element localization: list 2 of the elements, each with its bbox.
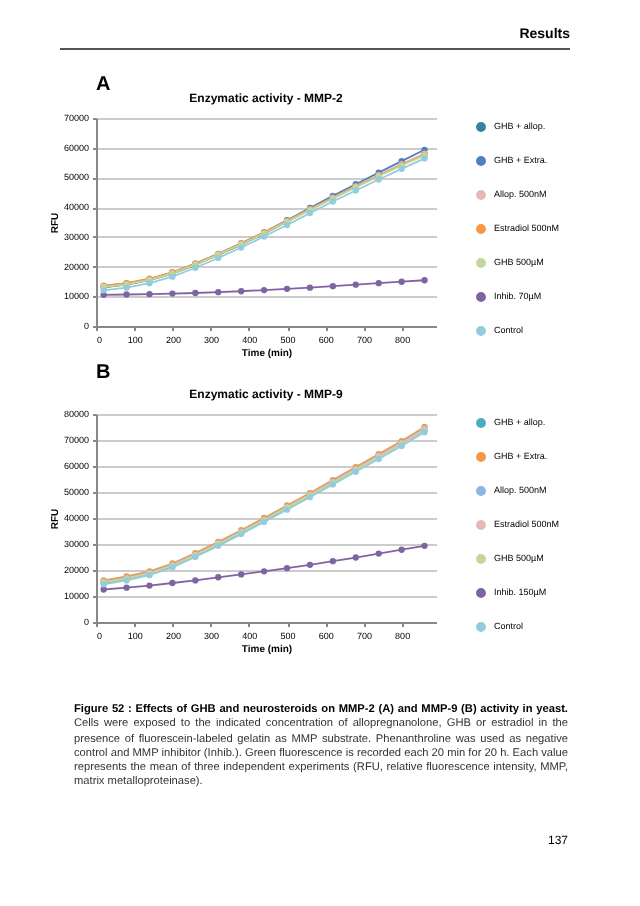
text: B <box>96 362 111 384</box>
text: A <box>96 74 111 96</box>
